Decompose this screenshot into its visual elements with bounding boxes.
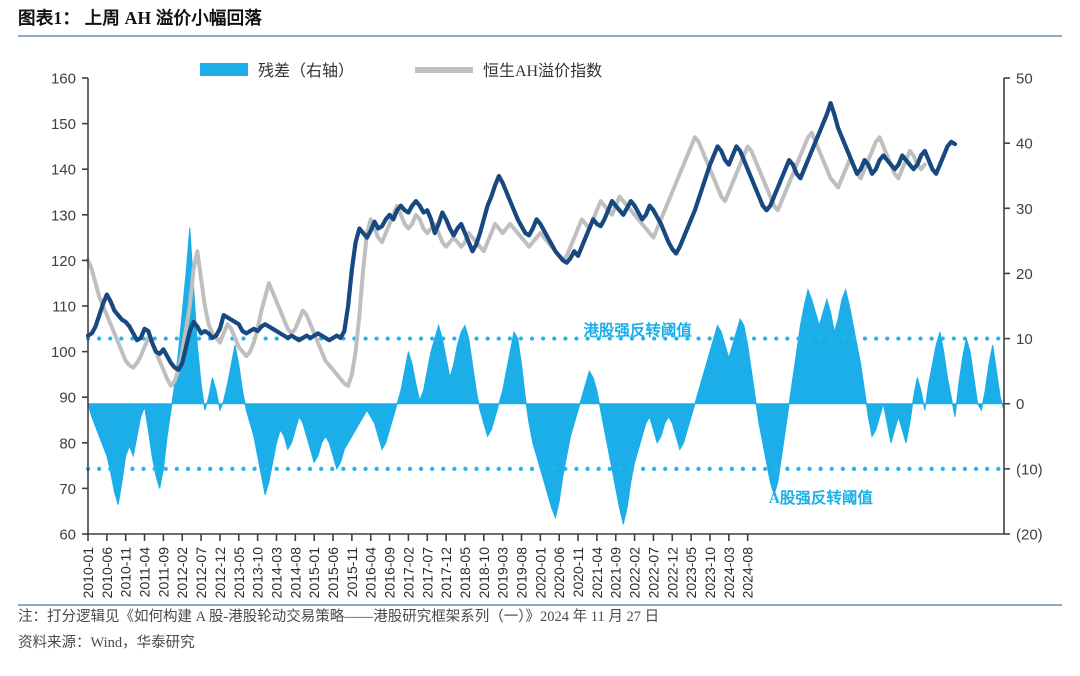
y-tick-label-left: 60 bbox=[59, 527, 76, 544]
x-tick-label: 2016-09 bbox=[382, 547, 398, 599]
y-tick-label-right: (20) bbox=[1016, 527, 1043, 544]
x-tick-label: 2023-10 bbox=[702, 547, 718, 599]
y-tick-label-left: 130 bbox=[51, 207, 76, 224]
y-tick-label-right: 10 bbox=[1016, 331, 1033, 348]
x-tick-label: 2010-11 bbox=[118, 547, 134, 598]
y-tick-label-left: 120 bbox=[51, 253, 76, 270]
figure-footer: 注：打分逻辑见《如何构建 A 股-港股轮动交易策略——港股研究框架系列（一）》2… bbox=[18, 604, 1062, 656]
x-tick-label: 2011-09 bbox=[155, 547, 171, 598]
chart-source: 资料来源：Wind，华泰研究 bbox=[18, 635, 195, 651]
x-tick-label: 2016-04 bbox=[363, 547, 379, 599]
x-tick-label: 2015-06 bbox=[325, 547, 341, 599]
chart-legend: 残差（右轴） 恒生AH溢价指数 bbox=[200, 62, 602, 80]
y-tick-label-left: 110 bbox=[52, 299, 76, 316]
x-tick-label: 2015-11 bbox=[344, 547, 360, 598]
x-tick-label: 2018-05 bbox=[457, 547, 473, 599]
x-tick-label: 2019-08 bbox=[514, 547, 530, 599]
x-tick-label: 2010-01 bbox=[80, 547, 96, 599]
footer-divider bbox=[18, 604, 1062, 606]
legend-label: 残差（右轴） bbox=[258, 62, 354, 80]
residual-area bbox=[87, 227, 1005, 525]
x-tick-label: 2015-01 bbox=[306, 547, 322, 599]
chart-axes: 60 70 80 90 100 110 120 130 140 150 160 (20) (10) 0 10… bbox=[51, 71, 1043, 544]
figure-header: 图表1： 上周 AH 溢价小幅回落 bbox=[18, 6, 1062, 40]
y-tick-label-left: 140 bbox=[51, 162, 76, 179]
line-series bbox=[85, 100, 958, 388]
x-tick-label: 2020-11 bbox=[570, 547, 586, 598]
legend-swatch-residual bbox=[200, 63, 248, 76]
x-tick-label: 2017-12 bbox=[438, 547, 454, 599]
y-tick-label-right: (10) bbox=[1016, 461, 1043, 478]
x-tick-label: 2020-06 bbox=[551, 547, 567, 599]
y-tick-label-left: 90 bbox=[59, 390, 76, 407]
x-tick-label: 2014-08 bbox=[287, 547, 303, 599]
y-tick-label-left: 100 bbox=[51, 344, 76, 361]
x-tick-label: 2014-03 bbox=[268, 547, 284, 599]
x-tick-label: 2018-10 bbox=[476, 547, 492, 599]
threshold-annotations: 港股强反转阈值 A股强反转阈值 bbox=[583, 321, 873, 507]
x-tick-label: 2012-12 bbox=[212, 547, 228, 599]
x-tick-label: 2021-09 bbox=[608, 547, 624, 599]
x-tick-label: 2020-01 bbox=[532, 547, 548, 599]
residual-area-series bbox=[87, 227, 1005, 525]
y-tick-label-right: 50 bbox=[1016, 71, 1033, 88]
y-tick-label-right: 0 bbox=[1016, 396, 1024, 413]
threshold-annotation: A股强反转阈值 bbox=[769, 488, 874, 507]
hsahp-index-line bbox=[85, 100, 958, 372]
x-tick-label: 2012-07 bbox=[193, 547, 209, 599]
ah-premium-chart: 残差（右轴） 恒生AH溢价指数 港股强反转阈值 A股强反转阈值 60 70 80 90 10… bbox=[51, 62, 1043, 599]
y-tick-label-left: 150 bbox=[51, 116, 76, 133]
x-tick-label: 2023-05 bbox=[683, 547, 699, 599]
x-tick-label: 2024-03 bbox=[721, 547, 737, 599]
y-tick-label-right: 30 bbox=[1016, 201, 1033, 218]
comparison-line bbox=[86, 130, 927, 388]
y-tick-label-right: 20 bbox=[1016, 266, 1033, 283]
x-tick-label: 2013-10 bbox=[250, 547, 266, 599]
y-tick-label-left: 80 bbox=[59, 435, 76, 452]
x-tick-label: 2017-02 bbox=[400, 547, 416, 599]
x-tick-label: 2012-02 bbox=[174, 547, 190, 599]
title-divider bbox=[18, 35, 1062, 37]
x-tick-label: 2021-04 bbox=[589, 547, 605, 599]
x-tick-label: 2011-04 bbox=[137, 547, 153, 598]
page-title: 图表1： 上周 AH 溢价小幅回落 bbox=[18, 8, 263, 28]
x-tick-label: 2013-05 bbox=[231, 547, 247, 599]
y-tick-label-left: 70 bbox=[59, 481, 76, 498]
y-tick-label-right: 40 bbox=[1016, 136, 1033, 153]
y-tick-label-left: 160 bbox=[51, 71, 76, 88]
x-tick-label: 2022-07 bbox=[645, 547, 661, 599]
legend-label: 恒生AH溢价指数 bbox=[483, 62, 602, 80]
x-axis-tick-labels: 2010-01 2010-06 2010-11 2011-04 2011-09 2012-… bbox=[80, 547, 756, 599]
chart-container: 残差（右轴） 恒生AH溢价指数 港股强反转阈值 A股强反转阈值 60 70 80 90 10… bbox=[0, 42, 1080, 602]
threshold-annotation: 港股强反转阈值 bbox=[583, 321, 692, 340]
x-tick-label: 2024-08 bbox=[740, 547, 756, 599]
x-tick-label: 2010-06 bbox=[99, 547, 115, 599]
x-tick-label: 2019-03 bbox=[495, 547, 511, 599]
x-tick-label: 2017-07 bbox=[419, 547, 435, 599]
x-tick-label: 2022-12 bbox=[664, 547, 680, 599]
x-tick-label: 2022-02 bbox=[627, 547, 643, 599]
chart-note: 注：打分逻辑见《如何构建 A 股-港股轮动交易策略——港股研究框架系列（一）》2… bbox=[18, 609, 660, 625]
